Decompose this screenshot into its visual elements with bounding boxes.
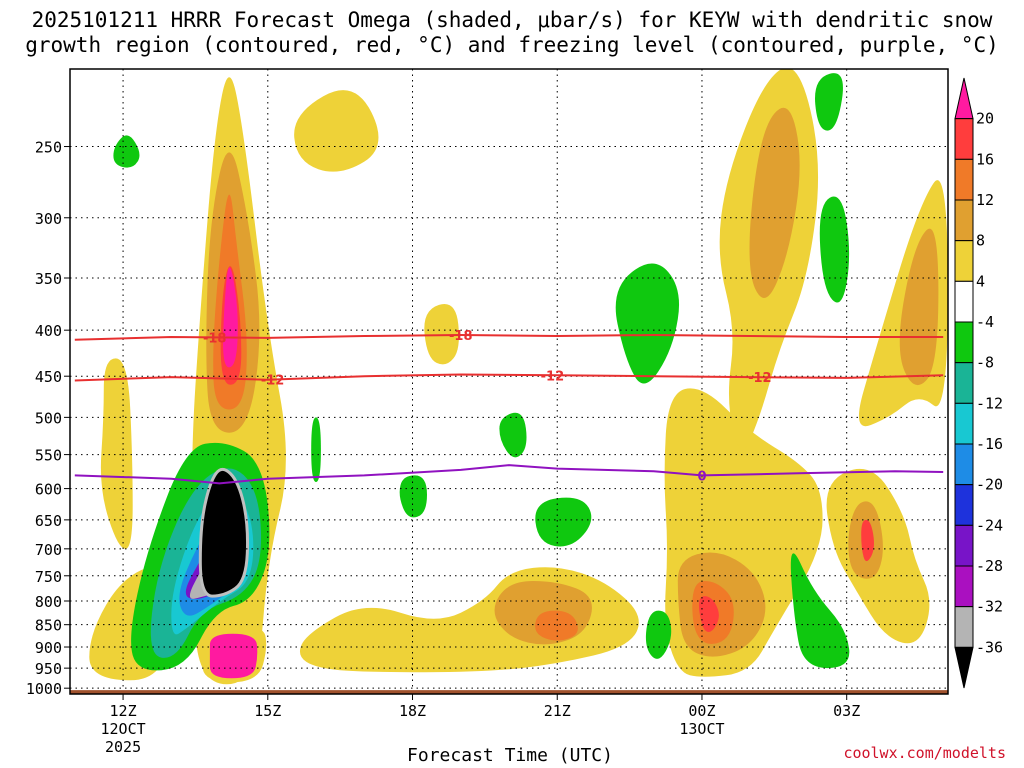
y-tick-label: 900 [35, 639, 62, 657]
dgz_upper-label: -18 [203, 331, 227, 346]
colorbar-bin [954, 443, 974, 486]
dgz_lower-label: -12 [748, 371, 772, 386]
plot-frame [69, 68, 949, 695]
x-tick-label: 00Z [688, 702, 715, 720]
credit-text: coolwx.com/modelts [843, 744, 1006, 762]
y-tick-label: 600 [35, 481, 62, 499]
omega-region [311, 417, 321, 482]
omega-region [815, 73, 843, 131]
omega-region [698, 596, 719, 632]
colorbar-label: -12 [976, 394, 1003, 412]
colorbar-label: -36 [976, 638, 1003, 656]
y-tick-label: 700 [35, 541, 62, 559]
colorbar-label: 8 [976, 232, 985, 250]
omega-region [749, 107, 800, 298]
omega-region [499, 412, 527, 458]
colorbar-bin [954, 484, 974, 526]
freezing_level-line [74, 464, 944, 485]
y-axis: 250 300 350 400 450 500 550 600 650 700 750 800 850 9… [26, 139, 70, 698]
colorbar-label: 20 [976, 110, 994, 128]
y-tick-label: 250 [35, 139, 62, 157]
omega-region [100, 358, 133, 549]
colorbar-label: -4 [976, 313, 994, 331]
colorbar-label: -28 [976, 557, 1003, 575]
ground-terrain [70, 690, 948, 694]
colorbar-label: -24 [976, 516, 1003, 534]
x-tick-label: 15Z [254, 702, 281, 720]
colorbar-bin [954, 240, 974, 282]
x-tick-year: 2025 [105, 738, 141, 756]
omega-region [790, 553, 850, 669]
title-line-1: 2025101211 HRRR Forecast Omega (shaded, … [31, 8, 993, 32]
title-line-2: growth region (contoured, red, °C) and f… [25, 33, 999, 57]
x-tick-label: 18Z [399, 702, 426, 720]
omega-region [209, 633, 258, 679]
omega-region [424, 303, 459, 365]
omega-region [615, 263, 680, 384]
y-tick-label: 650 [35, 512, 62, 530]
omega-shading [89, 69, 948, 685]
omega-region [198, 467, 250, 598]
x-tick-label: 03Z [833, 702, 860, 720]
colorbar-bin [954, 118, 974, 160]
colorbar-label: -16 [976, 435, 1003, 453]
colorbar-label: -32 [976, 598, 1003, 616]
y-tick-label: 950 [35, 660, 62, 678]
omega-region [294, 90, 379, 172]
colorbar-bin [954, 606, 974, 648]
colorbar-label: 16 [976, 150, 994, 168]
colorbar-arrow-top [954, 77, 974, 120]
y-tick-label: 750 [35, 568, 62, 586]
colorbar-bin [954, 565, 974, 608]
y-tick-label: 300 [35, 210, 62, 228]
dgz_lower-label: -12 [541, 369, 565, 384]
omega-region [535, 610, 578, 641]
x-tick-label: 12Z [110, 702, 137, 720]
colorbar-label: -8 [976, 354, 994, 372]
x-tick-date: 12OCT [100, 720, 145, 738]
colorbar-arrow-bottom [954, 646, 974, 689]
dgz_lower-line [74, 373, 944, 382]
omega-region [113, 135, 140, 168]
omega-region [535, 497, 592, 547]
omega-region [819, 196, 850, 303]
colorbar-label: 12 [976, 191, 994, 209]
omega-region [645, 610, 672, 659]
omega-region [399, 475, 427, 518]
gridlines [70, 69, 948, 694]
y-tick-label: 850 [35, 617, 62, 635]
y-tick-label: 400 [35, 322, 62, 340]
omega-region [899, 228, 939, 386]
y-tick-label: 350 [35, 270, 62, 288]
colorbar-bin [954, 158, 974, 201]
colorbar-bin [954, 280, 974, 323]
x-tick-label: 21Z [544, 702, 571, 720]
colorbar: 20 16 12 8 4 -4 -8 -12 -16 -20 -24 -28 -32 -36 [954, 77, 1003, 689]
dgz_upper-label: -18 [449, 329, 473, 344]
freezing_level-label: 0 [697, 469, 706, 484]
temperature-contours: -18 -18 -12 -12 -12 0 [74, 329, 944, 485]
y-tick-label: 1000 [26, 680, 62, 698]
x-axis-label: Forecast Time (UTC) [407, 745, 613, 766]
chart-title: 2025101211 HRRR Forecast Omega (shaded, … [0, 8, 1024, 58]
y-tick-label: 800 [35, 593, 62, 611]
y-tick-label: 500 [35, 409, 62, 427]
colorbar-bin [954, 362, 974, 404]
colorbar-label: -20 [976, 476, 1003, 494]
colorbar-bin [954, 402, 974, 445]
y-tick-label: 550 [35, 447, 62, 465]
dgz_upper-line [74, 333, 944, 341]
colorbar-bin [954, 199, 974, 242]
omega-region [861, 519, 874, 562]
colorbar-label: 4 [976, 272, 985, 290]
colorbar-bin [954, 524, 974, 567]
dgz_lower-label: -12 [261, 373, 285, 388]
y-tick-label: 450 [35, 368, 62, 386]
x-tick-date: 13OCT [679, 720, 724, 738]
omega-region [223, 267, 238, 368]
colorbar-bin [954, 321, 974, 364]
